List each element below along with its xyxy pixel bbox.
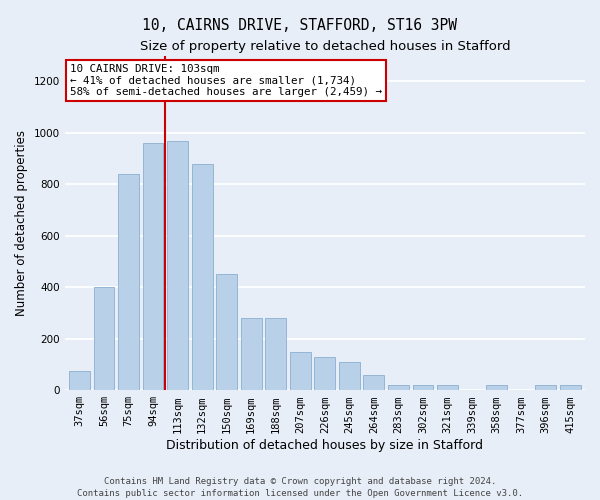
- Text: 10, CAIRNS DRIVE, STAFFORD, ST16 3PW: 10, CAIRNS DRIVE, STAFFORD, ST16 3PW: [143, 18, 458, 32]
- Bar: [486, 385, 507, 390]
- Bar: [560, 385, 581, 390]
- Bar: [143, 143, 163, 390]
- Y-axis label: Number of detached properties: Number of detached properties: [15, 130, 28, 316]
- Bar: [314, 356, 335, 390]
- Bar: [437, 385, 458, 390]
- Bar: [191, 164, 212, 390]
- Bar: [413, 385, 433, 390]
- Bar: [290, 352, 311, 390]
- Bar: [118, 174, 139, 390]
- Bar: [339, 362, 360, 390]
- Text: Contains HM Land Registry data © Crown copyright and database right 2024.
Contai: Contains HM Land Registry data © Crown c…: [77, 476, 523, 498]
- Bar: [69, 371, 90, 390]
- Bar: [241, 318, 262, 390]
- Bar: [216, 274, 237, 390]
- X-axis label: Distribution of detached houses by size in Stafford: Distribution of detached houses by size …: [166, 440, 484, 452]
- Bar: [364, 374, 385, 390]
- Title: Size of property relative to detached houses in Stafford: Size of property relative to detached ho…: [140, 40, 510, 53]
- Bar: [535, 385, 556, 390]
- Text: 10 CAIRNS DRIVE: 103sqm
← 41% of detached houses are smaller (1,734)
58% of semi: 10 CAIRNS DRIVE: 103sqm ← 41% of detache…: [70, 64, 382, 97]
- Bar: [167, 140, 188, 390]
- Bar: [94, 287, 115, 390]
- Bar: [388, 385, 409, 390]
- Bar: [265, 318, 286, 390]
